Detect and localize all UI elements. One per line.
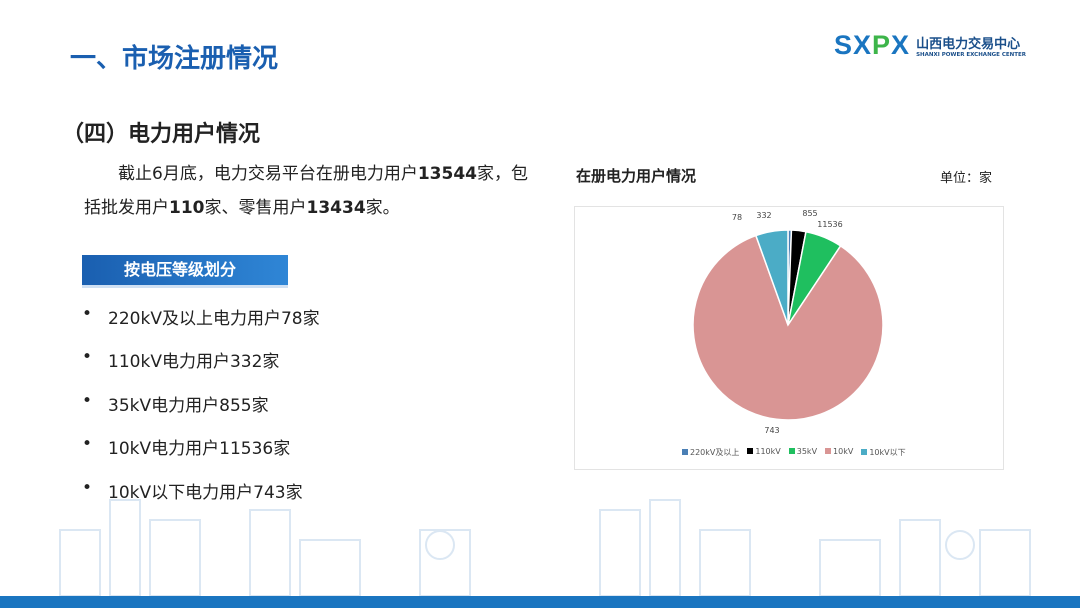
legend-swatch	[747, 448, 754, 454]
legend-item: 10kV以下	[861, 447, 906, 458]
legend-swatch	[825, 448, 832, 454]
city-skyline-decoration	[59, 499, 1031, 596]
chart-unit: 单位：家	[940, 171, 993, 186]
bullet-text: 10kV以下电力用户743家	[108, 483, 303, 503]
bullet-text: 35kV电力用户855家	[108, 396, 269, 416]
legend-swatch	[682, 449, 688, 455]
text: 家，包括批发用户	[84, 164, 528, 218]
legend-swatch	[861, 449, 868, 455]
legend-swatch	[788, 448, 795, 454]
chart-legend: 220kV及以上 110kV 35kV 10kV 10kV以下	[682, 447, 906, 458]
legend-item: 110kV	[747, 447, 781, 458]
text: 家。	[365, 198, 400, 218]
logo: SXPX 山西电力交易中心 SHANXI POWER EXCHANGE CENT…	[834, 30, 1026, 61]
legend-item: 10kV	[825, 447, 853, 458]
data-label: 78	[732, 213, 742, 222]
chart-title: 在册电力用户情况	[576, 167, 697, 185]
chart-frame	[574, 206, 1004, 470]
bullet-text: 10kV电力用户11536家	[108, 439, 291, 459]
section-subtitle: （四）电力用户情况	[62, 122, 261, 147]
pie-slice-4	[754, 229, 789, 326]
legend-item: 35kV	[788, 447, 817, 458]
pie-slice-3	[692, 234, 884, 421]
logo-name-cn: 山西电力交易中心	[916, 37, 1021, 52]
total-users: 13544	[417, 164, 477, 184]
logo-mark: SXPX	[834, 30, 911, 60]
data-label: 743	[764, 426, 779, 435]
data-label: 855	[802, 209, 817, 218]
bullet-text: 220kV及以上电力用户78家	[108, 309, 320, 329]
bullet-item: • 10kV以下电力用户743家	[82, 478, 303, 503]
data-label: 332	[756, 211, 771, 220]
data-label: 11536	[817, 220, 842, 229]
bullet-item: • 220kV及以上电力用户78家	[82, 304, 320, 329]
bullet-text: 110kV电力用户332家	[108, 352, 280, 372]
summary-paragraph: 截止6月底，电力交易平台在册电力用户13544家，包括批发用户110家、零售用户…	[84, 157, 534, 225]
text: 家、零售用户	[204, 198, 307, 218]
bullet-item: • 10kV电力用户11536家	[82, 434, 291, 459]
wholesale-users: 110	[169, 198, 205, 218]
legend-item: 220kV及以上	[682, 447, 739, 458]
text: 截止6月底，电力交易平台在册电力用户	[118, 164, 418, 184]
retail-users: 13434	[306, 198, 366, 218]
category-tag: 按电压等级划分	[82, 255, 288, 285]
bullet-item: • 110kV电力用户332家	[82, 347, 280, 372]
page-title: 一、市场注册情况	[70, 44, 279, 74]
bottom-bar	[0, 596, 1080, 608]
logo-name-en: SHANXI POWER EXCHANGE CENTER	[916, 52, 1026, 58]
bullet-item: • 35kV电力用户855家	[82, 391, 269, 416]
